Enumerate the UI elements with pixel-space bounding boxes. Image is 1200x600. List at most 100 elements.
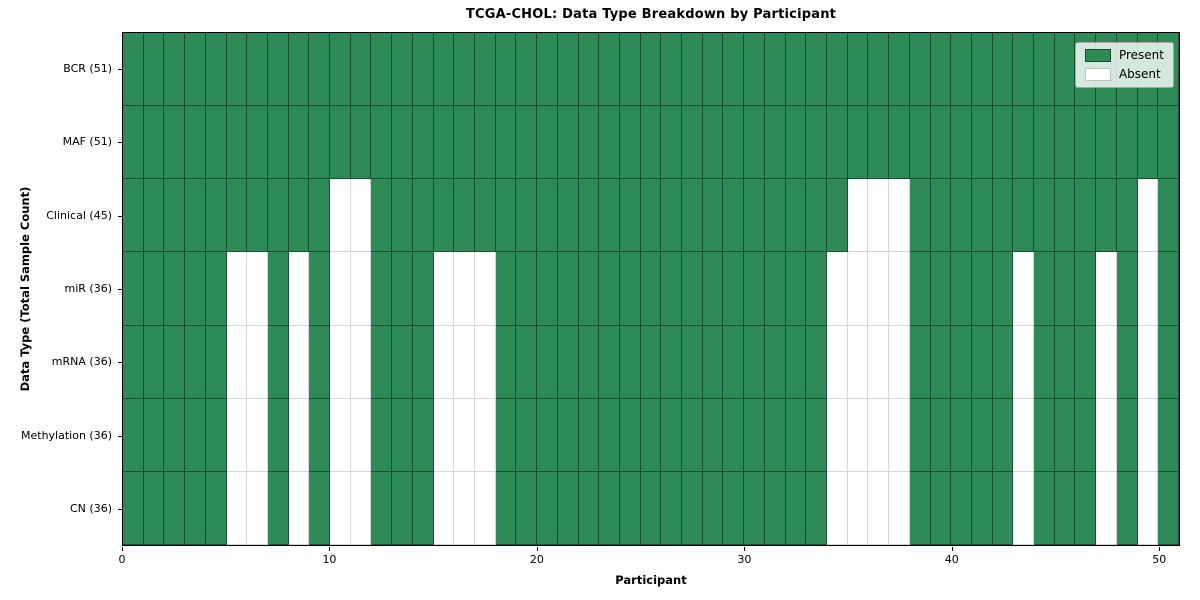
cell-methylation-p3-present [185,398,206,472]
cell-bcr-p24-present [619,33,641,107]
cell-mir-p39-present [930,252,952,326]
cell-maf-p47-present [1096,106,1117,180]
cell-maf-p38-present [909,106,931,180]
cell-clinical-p8-present [288,179,310,253]
cell-mrna-p10-absent [330,325,351,399]
cell-mir-p36-absent [868,252,890,326]
cell-mir-p10-absent [330,252,351,326]
cell-clinical-p41-present [971,179,993,253]
cell-mir-p9-present [309,252,331,326]
cell-cn-p4-present [205,471,227,545]
cell-clinical-p4-present [205,179,227,253]
cell-cn-p0-present [123,471,144,545]
cell-clinical-p0-present [123,179,144,253]
cell-cn-p47-absent [1096,471,1117,545]
cell-bcr-p43-present [1013,33,1035,107]
cell-mrna-p37-absent [889,325,910,399]
cell-methylation-p20-present [537,398,558,472]
cell-clinical-p20-present [537,179,558,253]
cell-cn-p27-present [682,471,703,545]
cell-mrna-p23-present [599,325,620,399]
cell-mir-p7-present [267,252,289,326]
cell-methylation-p15-absent [433,398,455,472]
cell-maf-p37-present [889,106,910,180]
cell-mrna-p2-present [164,325,186,399]
cell-clinical-p1-present [143,179,165,253]
cell-methylation-p5-absent [226,398,248,472]
cell-methylation-p25-present [640,398,662,472]
xtick-mark-50 [1159,547,1161,551]
xtick-label-20: 20 [529,553,544,566]
cell-mir-p50-present [1158,252,1179,326]
cell-mir-p12-present [371,252,393,326]
cell-methylation-p40-present [951,398,972,472]
cell-cn-p34-absent [827,471,848,545]
cell-methylation-p14-present [412,398,434,472]
cell-cn-p3-present [185,471,206,545]
cell-methylation-p16-absent [454,398,475,472]
cell-maf-p19-present [516,106,538,180]
plot-area: Present Absent [122,32,1180,546]
ytick-label-methylation: Methylation (36) [21,428,112,442]
cell-mrna-p35-absent [847,325,869,399]
cell-mrna-p15-absent [433,325,455,399]
ytick-mark-methylation [118,435,122,437]
cell-clinical-p30-present [744,179,765,253]
cell-clinical-p29-present [723,179,745,253]
ytick-mark-cn [118,509,122,511]
cell-mrna-p44-present [1034,325,1055,399]
cell-clinical-p46-present [1075,179,1097,253]
cell-bcr-p4-present [205,33,227,107]
cell-mir-p33-present [806,252,827,326]
cell-bcr-p37-present [889,33,910,107]
cell-clinical-p35-absent [847,179,869,253]
cell-mrna-p0-present [123,325,144,399]
cell-clinical-p5-present [226,179,248,253]
cell-mir-p38-present [909,252,931,326]
present-swatch-icon [1084,49,1111,62]
cell-clinical-p26-present [661,179,683,253]
cell-mir-p11-absent [350,252,372,326]
cell-mir-p45-present [1054,252,1076,326]
cell-clinical-p25-present [640,179,662,253]
cell-bcr-p23-present [599,33,620,107]
cell-maf-p8-present [288,106,310,180]
cell-clinical-p3-present [185,179,206,253]
cell-mir-p19-present [516,252,538,326]
cell-mir-p46-present [1075,252,1097,326]
cell-cn-p15-absent [433,471,455,545]
cell-maf-p20-present [537,106,558,180]
cell-methylation-p28-present [702,398,724,472]
cell-methylation-p19-present [516,398,538,472]
cell-mrna-p13-present [392,325,413,399]
cell-clinical-p40-present [951,179,972,253]
cell-bcr-p26-present [661,33,683,107]
ytick-label-mrna: mRNA (36) [51,355,112,369]
cell-methylation-p39-present [930,398,952,472]
cell-clinical-p50-present [1158,179,1179,253]
cell-mir-p28-present [702,252,724,326]
cell-cn-p7-present [267,471,289,545]
cell-mrna-p42-present [992,325,1014,399]
cell-cn-p40-present [951,471,972,545]
cell-bcr-p29-present [723,33,745,107]
cell-mrna-p24-present [619,325,641,399]
cell-maf-p18-present [495,106,517,180]
cell-clinical-p47-present [1096,179,1117,253]
cell-cn-p46-present [1075,471,1097,545]
cell-clinical-p16-present [454,179,475,253]
heatmap-cell-grid [123,33,1179,545]
legend-item-present: Present [1084,48,1164,62]
cell-mrna-p3-present [185,325,206,399]
cell-clinical-p10-absent [330,179,351,253]
cell-cn-p21-present [557,471,579,545]
cell-methylation-p46-present [1075,398,1097,472]
cell-mrna-p39-present [930,325,952,399]
cell-bcr-p10-present [330,33,351,107]
legend-label-present: Present [1118,48,1164,62]
cell-clinical-p24-present [619,179,641,253]
cell-cn-p11-absent [350,471,372,545]
ytick-label-clinical: Clinical (45) [46,208,112,222]
cell-cn-p45-present [1054,471,1076,545]
